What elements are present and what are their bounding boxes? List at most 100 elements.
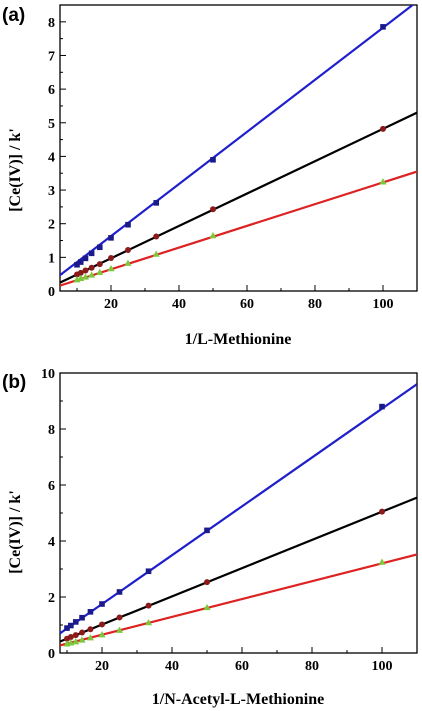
panel-a-series-3 [60, 170, 417, 287]
panel-a-y-tick-label: 3 [48, 184, 55, 199]
panel-a-series-3-fit-line [60, 170, 417, 287]
panel-a-series-3-triangle-point [77, 274, 85, 282]
panel-b-x-tick-label: 60 [235, 659, 249, 674]
panel-b-series-3-triangle-point [203, 603, 211, 611]
panel-a-series-1-square-point [82, 255, 89, 262]
panel-a-series-2-fit-line [60, 111, 417, 284]
panel-b-series-1-square-point [145, 568, 152, 575]
panel-a-series-2-circle-point [380, 125, 386, 132]
panel-b-series-1-square-point [99, 601, 105, 607]
panel-b-series-2-circle-point [116, 614, 123, 621]
panel-b-series-1-square-point [72, 619, 79, 625]
panel-b-series-1-fit-line [60, 383, 417, 635]
panel-b-series-1-square-point [87, 609, 94, 615]
panel-b-series-2-circle-point [72, 632, 79, 639]
panel-b-series-1-square-point [204, 527, 210, 534]
panel-a-series-1-square-point [96, 244, 103, 251]
panel-a-series-3-triangle-point [124, 259, 132, 266]
panel-a-series-3-triangle-point [73, 276, 81, 283]
panel-a-series-2-circle-point [82, 267, 89, 274]
panel-a-series-2-circle-point [88, 264, 95, 271]
panel-b-x-tick-label: 40 [165, 659, 179, 674]
panel-b-series-1-square-point [64, 625, 70, 631]
panel-b-series-2-circle-point [379, 508, 385, 515]
panel-a-series-2 [60, 111, 417, 284]
panel-a-y-axis-title: [Ce(IV)] / k' [7, 128, 24, 212]
panel-a-y-tick-label: 5 [48, 117, 55, 132]
panel-b-series-1-square-point [68, 622, 74, 629]
panel-a-series-2-circle-point [210, 206, 216, 213]
panel-b-series-2-circle-point [145, 602, 152, 609]
panel-a: (a) [Ce(IV)] / k' 1/L-Methionine 20 40 60 8… [2, 4, 418, 348]
panel-b-series-1 [60, 383, 417, 635]
panel-b-y-tick-label: 6 [48, 479, 55, 494]
panel-b-series-2-circle-point [87, 626, 94, 633]
panel-a-series-1-square-point [88, 250, 95, 257]
panel-b-y-tick-label: 0 [48, 647, 55, 662]
panel-b-x-tick-label: 80 [305, 659, 319, 674]
panel-a-series-2-circle-point [153, 233, 160, 240]
panel-a-axes-frame [59, 4, 418, 292]
panel-a-series-3-triangle-point [209, 231, 217, 239]
panel-a-series-2-circle-point [108, 255, 114, 262]
panel-a-y-tick-label: 7 [48, 49, 55, 64]
panel-a-series-2-circle-point [96, 261, 103, 268]
panel-b-series-3-fit-line [60, 553, 417, 647]
panel-a-series-1-square-point [108, 235, 114, 241]
panel-b-series-3-triangle-point [86, 634, 94, 641]
panel-b-series-2-circle-point [204, 579, 210, 586]
panel-b-series-3-triangle-point [378, 558, 386, 565]
panel-a-y-tick-label: 6 [48, 83, 55, 98]
panel-a-y-tick-label: 1 [48, 251, 55, 266]
panel-b-x-axis-title: 1/N-Acetyl-L-Methionine [152, 691, 324, 708]
panel-a-letter: (a) [2, 5, 25, 26]
panel-b-series-3-triangle-point [63, 640, 71, 647]
panel-a-series-3-triangle-point [379, 178, 387, 185]
panel-b-x-tick-label: 20 [95, 659, 109, 674]
panel-a-series-1-square-point [210, 156, 216, 163]
panel-b-plot-area: 20 40 60 80 100 0 2 4 6 8 10 [41, 367, 418, 674]
panel-b-series-1-square-point [116, 589, 123, 595]
panel-b-series-2-fit-line [60, 496, 417, 643]
panel-a-series-3-triangle-point [107, 264, 115, 272]
panel-a-y-tick-label: 4 [48, 150, 55, 165]
panel-a-x-tick-label: 40 [172, 297, 186, 312]
panel-a-series-1-fit-line [60, 5, 415, 277]
panel-b-series-3-triangle-point [98, 631, 106, 638]
panel-a-y-tick-label: 8 [48, 16, 55, 31]
panel-a-x-tick-label: 100 [373, 297, 394, 312]
panel-b-y-tick-label: 10 [41, 367, 55, 382]
panel-a-x-tick-label: 80 [308, 297, 322, 312]
panel-a-x-tick-label: 60 [240, 297, 254, 312]
panel-b-letter: (b) [2, 372, 26, 393]
panel-a-plot-area: 20 40 60 80 100 0 1 2 3 4 5 6 7 8 [48, 4, 418, 312]
panel-a-series-3-triangle-point [88, 271, 96, 278]
panel-b-series-2-circle-point [64, 635, 70, 642]
panel-b-series-3-triangle-point [116, 626, 123, 633]
panel-b-series-1-square-point [79, 614, 85, 621]
panel-a-series-1 [60, 5, 415, 277]
panel-b-series-3-triangle-point [72, 638, 80, 645]
panel-b-series-1-square-point [379, 403, 385, 410]
panel-a-series-1-square-point [380, 24, 386, 30]
panel-b-x-tick-label: 100 [372, 659, 393, 674]
panel-a-x-tick-label: 20 [104, 297, 118, 312]
panel-b-y-tick-label: 8 [48, 423, 55, 438]
panel-b-series-2 [60, 496, 417, 643]
panel-b-y-tick-label: 4 [48, 535, 55, 550]
panel-b-y-tick-label: 2 [48, 591, 55, 606]
panel-b-axes-frame [59, 372, 418, 654]
panel-b-series-2-circle-point [79, 629, 86, 636]
panel-b: (b) [Ce(IV)] / k' 1/N-Acetyl-L-Methionin… [2, 367, 418, 708]
panel-a-series-1-square-point [74, 261, 80, 268]
panel-a-series-1-square-point [125, 221, 131, 228]
panel-a-x-axis-title: 1/L-Methionine [185, 331, 292, 348]
panel-a-series-2-circle-point [74, 271, 80, 278]
panel-b-series-3-triangle-point [78, 636, 86, 643]
panel-a-series-1-square-point [153, 200, 160, 206]
panel-b-series-3-triangle-point [67, 639, 75, 646]
panel-a-y-tick-label: 0 [48, 285, 55, 300]
panel-b-series-3-triangle-point [145, 618, 153, 626]
panel-a-series-3-triangle-point [96, 268, 104, 275]
panel-a-series-2-circle-point [125, 246, 131, 253]
